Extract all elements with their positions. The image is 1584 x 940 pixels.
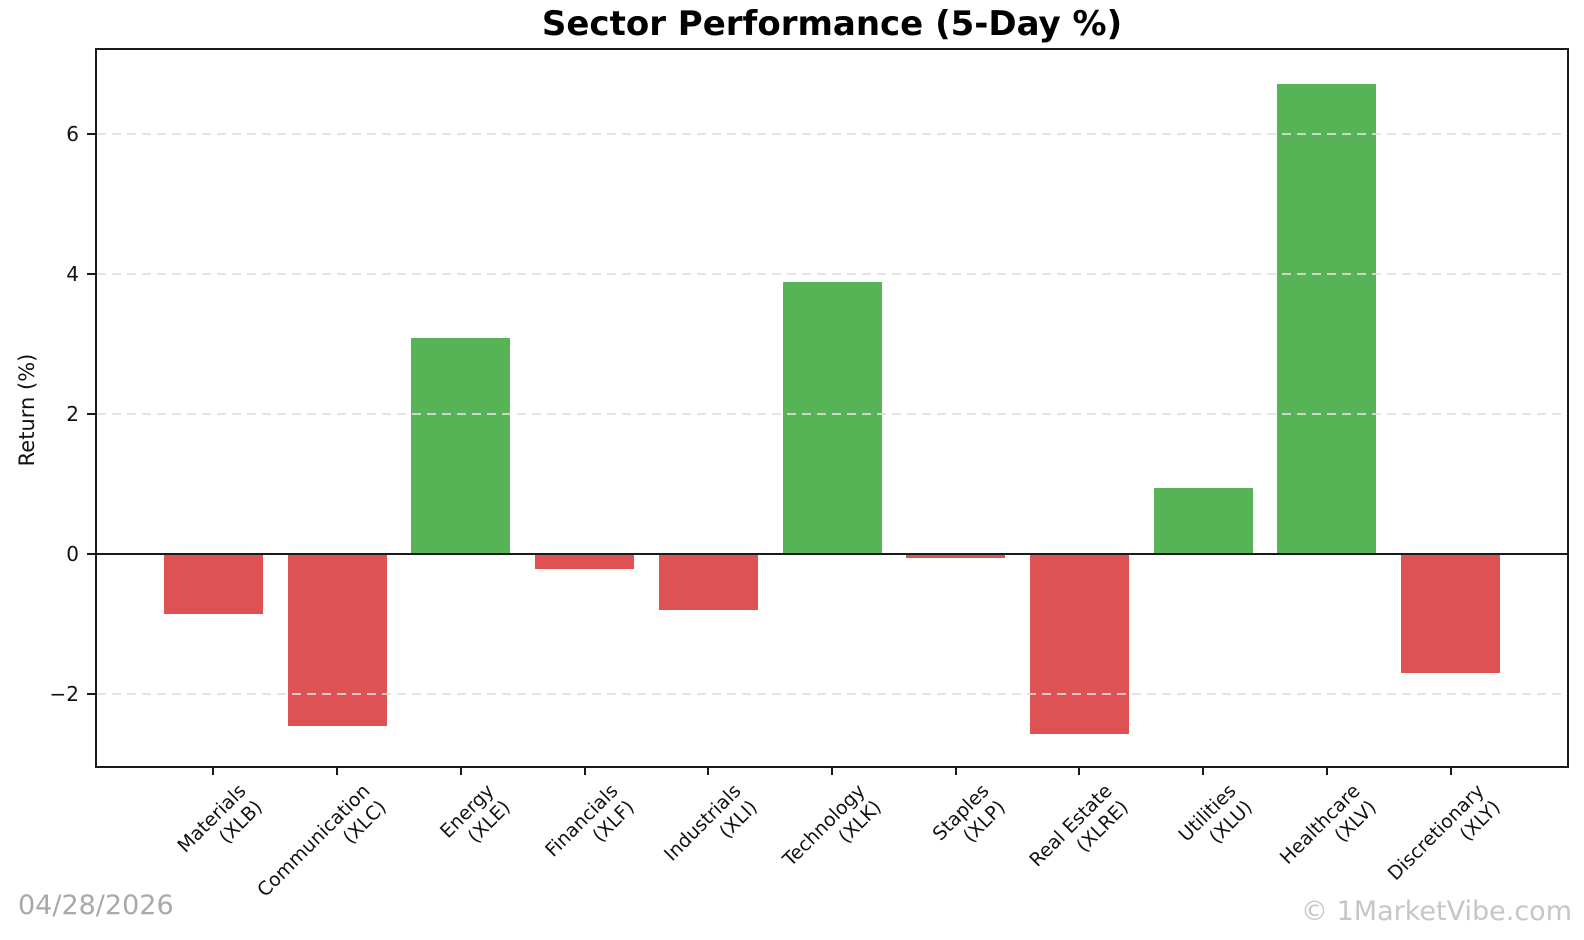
left-spine	[95, 48, 97, 768]
bar-financials	[535, 553, 635, 569]
x-tick-mark	[212, 766, 215, 775]
y-tick-label: 4	[66, 261, 79, 286]
x-tick-mark	[583, 766, 586, 775]
right-spine	[1567, 48, 1569, 768]
bar-staples	[906, 553, 1006, 559]
y-tick-label: 0	[66, 541, 79, 566]
bar-real-estate	[1029, 553, 1129, 735]
x-tick-mark	[459, 766, 462, 775]
plot-area: 6 4 2 0 −2 Materials (XLB) Communication (XLC)…	[50, 48, 1569, 901]
y-tick-label: −2	[49, 681, 79, 706]
x-tick-mark	[707, 766, 710, 775]
bar-healthcare	[1277, 83, 1377, 554]
watermark: © 1MarketVibe.com	[1301, 896, 1572, 927]
x-tick-mark	[336, 766, 339, 775]
y-tick-label: 6	[66, 121, 79, 146]
x-tick-mark	[1078, 766, 1081, 775]
y-tick-mark	[87, 272, 96, 275]
y-tick-label: 2	[66, 401, 79, 426]
x-tick-mark	[1202, 766, 1205, 775]
chart-date: 04/28/2026	[18, 890, 174, 921]
bar-energy	[411, 338, 511, 554]
y-tick-mark	[87, 692, 96, 695]
bar-discretionary	[1401, 553, 1501, 673]
y-tick-mark	[87, 412, 96, 415]
zero-baseline	[97, 552, 1567, 555]
x-tick-mark	[954, 766, 957, 775]
bar-communication	[287, 553, 387, 727]
y-tick-mark	[87, 132, 96, 135]
bar-materials	[163, 553, 263, 615]
x-tick-mark	[1325, 766, 1328, 775]
x-tick-mark	[831, 766, 833, 775]
chart-title: Sector Performance (5-Day %)	[541, 4, 1123, 44]
y-tick-mark	[87, 552, 96, 555]
x-tick-mark	[1449, 766, 1452, 775]
bar-technology	[782, 282, 882, 554]
bar-industrials	[658, 553, 758, 610]
top-spine	[97, 48, 1567, 50]
bar-utilities	[1153, 488, 1253, 554]
